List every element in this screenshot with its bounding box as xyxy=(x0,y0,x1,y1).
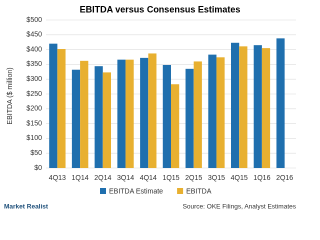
y-tick-label: $100 xyxy=(26,135,42,142)
bar xyxy=(125,59,134,168)
bar xyxy=(216,57,225,168)
x-tick-label: 4Q13 xyxy=(49,175,66,182)
y-tick-label: $200 xyxy=(26,106,42,113)
bar xyxy=(80,60,89,168)
chart-title: EBITDA versus Consensus Estimates xyxy=(80,4,241,14)
branding: Market Realist xyxy=(4,204,49,211)
bar xyxy=(102,72,111,168)
y-tick-label: $0 xyxy=(34,165,42,172)
y-axis-label: EBITDA ($ million) xyxy=(7,67,14,124)
bar xyxy=(49,43,58,168)
x-tick-label: 2Q14 xyxy=(94,175,111,182)
x-tick-label: 2Q16 xyxy=(276,175,293,182)
y-tick-label: $500 xyxy=(26,17,42,24)
legend-swatch xyxy=(177,188,184,194)
y-tick-label: $250 xyxy=(26,91,42,98)
y-tick-label: $400 xyxy=(26,46,42,53)
bar xyxy=(140,57,149,168)
bar xyxy=(253,45,262,168)
y-tick-label: $150 xyxy=(26,120,42,127)
x-tick-label: 1Q16 xyxy=(253,175,270,182)
bar xyxy=(117,59,126,168)
y-tick-label: $50 xyxy=(30,150,42,157)
x-tick-label: 3Q15 xyxy=(208,175,225,182)
bar xyxy=(148,53,157,168)
bar xyxy=(71,69,81,168)
x-tick-label: 4Q14 xyxy=(140,175,157,182)
bar xyxy=(261,48,271,169)
bar xyxy=(57,49,66,169)
y-tick-label: $300 xyxy=(26,76,42,83)
y-tick-label: $350 xyxy=(26,61,42,68)
chart: EBITDA versus Consensus Estimates EBITDA… xyxy=(4,4,297,211)
bar xyxy=(208,54,217,168)
legend-label: EBITDA Estimate xyxy=(109,188,163,195)
source: Source: OKE Filings, Analyst Estimates xyxy=(183,204,297,211)
bar xyxy=(231,42,240,168)
x-tick-label: 1Q14 xyxy=(72,175,89,182)
legend-label: EBITDA xyxy=(186,188,212,195)
y-tick-label: $450 xyxy=(26,32,42,39)
x-tick-label: 4Q15 xyxy=(231,175,248,182)
bar xyxy=(94,66,103,168)
bar xyxy=(239,46,248,168)
bar xyxy=(193,61,202,168)
x-tick-label: 3Q14 xyxy=(117,175,134,182)
x-tick-label: 2Q15 xyxy=(185,175,202,182)
bar xyxy=(185,68,194,168)
x-tick-label: 1Q15 xyxy=(162,175,179,182)
bar xyxy=(171,84,180,168)
legend-swatch xyxy=(100,188,106,194)
bar xyxy=(162,64,171,168)
bar xyxy=(276,38,285,168)
